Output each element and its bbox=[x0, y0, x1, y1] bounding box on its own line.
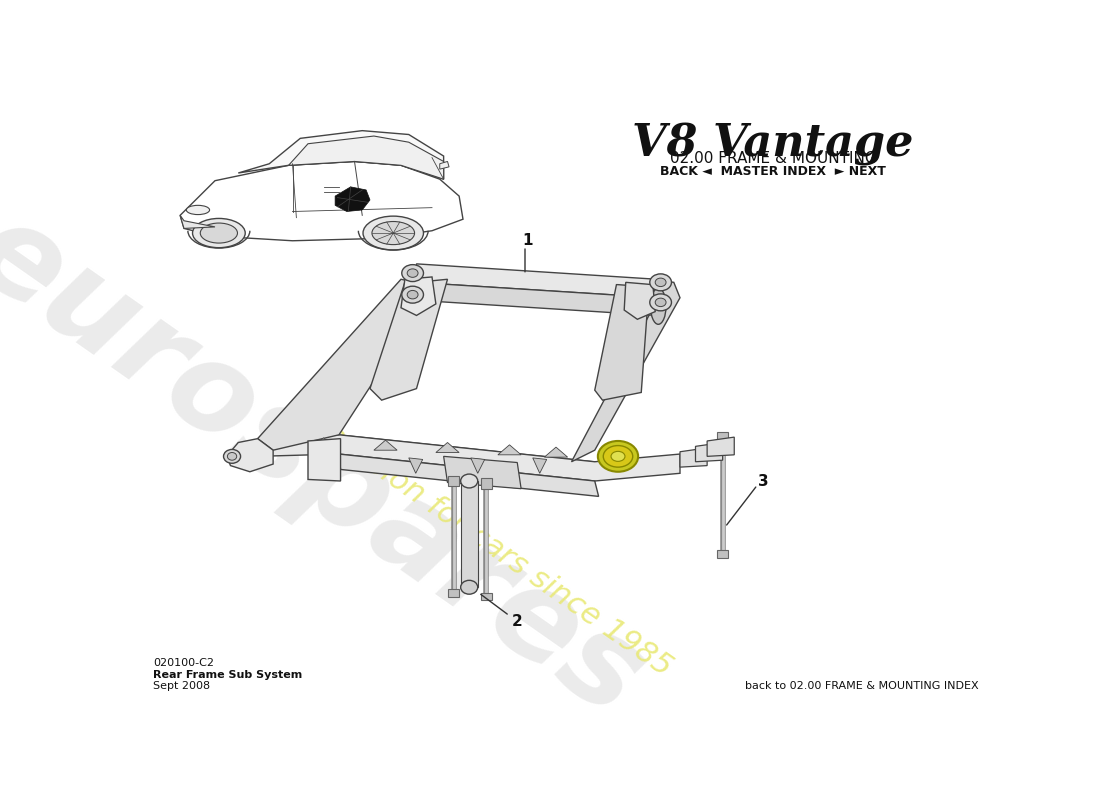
Polygon shape bbox=[414, 282, 658, 315]
Ellipse shape bbox=[223, 450, 241, 463]
Polygon shape bbox=[498, 445, 521, 455]
Ellipse shape bbox=[650, 288, 667, 324]
Polygon shape bbox=[680, 448, 707, 467]
Polygon shape bbox=[339, 435, 595, 481]
FancyBboxPatch shape bbox=[481, 478, 492, 489]
Text: 3: 3 bbox=[758, 474, 769, 489]
Text: a passion for cars since 1985: a passion for cars since 1985 bbox=[295, 402, 678, 682]
Polygon shape bbox=[239, 130, 443, 179]
Text: eurospares: eurospares bbox=[0, 190, 667, 742]
Polygon shape bbox=[440, 162, 449, 169]
Text: BACK ◄  MASTER INDEX  ► NEXT: BACK ◄ MASTER INDEX ► NEXT bbox=[660, 166, 886, 178]
Polygon shape bbox=[257, 279, 440, 450]
Polygon shape bbox=[308, 438, 341, 481]
FancyBboxPatch shape bbox=[449, 589, 459, 597]
Ellipse shape bbox=[610, 451, 625, 462]
FancyBboxPatch shape bbox=[717, 550, 728, 558]
Polygon shape bbox=[471, 458, 485, 474]
Polygon shape bbox=[402, 277, 436, 315]
Text: Rear Frame Sub System: Rear Frame Sub System bbox=[153, 670, 302, 680]
Text: 1: 1 bbox=[522, 234, 532, 248]
Ellipse shape bbox=[656, 298, 666, 306]
Polygon shape bbox=[436, 442, 459, 453]
Polygon shape bbox=[415, 264, 658, 298]
Ellipse shape bbox=[656, 278, 666, 286]
Ellipse shape bbox=[192, 218, 245, 248]
Ellipse shape bbox=[603, 446, 632, 467]
Polygon shape bbox=[532, 458, 547, 474]
Ellipse shape bbox=[363, 216, 424, 250]
Ellipse shape bbox=[186, 206, 210, 214]
Ellipse shape bbox=[650, 294, 671, 311]
Text: V8 Vantage: V8 Vantage bbox=[632, 123, 914, 166]
Polygon shape bbox=[180, 162, 463, 241]
Polygon shape bbox=[624, 282, 656, 319]
Polygon shape bbox=[695, 442, 723, 462]
Polygon shape bbox=[257, 435, 680, 481]
Text: 02.00 FRAME & MOUNTING: 02.00 FRAME & MOUNTING bbox=[670, 151, 877, 166]
FancyBboxPatch shape bbox=[449, 476, 459, 486]
Polygon shape bbox=[409, 458, 422, 474]
Polygon shape bbox=[595, 285, 649, 400]
Ellipse shape bbox=[461, 474, 477, 488]
Polygon shape bbox=[288, 136, 443, 179]
Ellipse shape bbox=[407, 273, 422, 309]
FancyBboxPatch shape bbox=[717, 432, 728, 442]
Text: back to 02.00 FRAME & MOUNTING INDEX: back to 02.00 FRAME & MOUNTING INDEX bbox=[745, 682, 978, 691]
FancyBboxPatch shape bbox=[481, 593, 492, 600]
Text: 020100-C2: 020100-C2 bbox=[153, 658, 214, 668]
Polygon shape bbox=[443, 456, 521, 489]
Polygon shape bbox=[572, 279, 680, 462]
Ellipse shape bbox=[407, 269, 418, 278]
Polygon shape bbox=[707, 437, 735, 456]
Polygon shape bbox=[180, 215, 214, 229]
Ellipse shape bbox=[461, 580, 477, 594]
Polygon shape bbox=[227, 438, 273, 472]
Text: 2: 2 bbox=[512, 614, 522, 629]
Polygon shape bbox=[336, 187, 370, 211]
Polygon shape bbox=[461, 481, 477, 587]
Polygon shape bbox=[544, 447, 568, 457]
Ellipse shape bbox=[650, 274, 671, 291]
Text: Sept 2008: Sept 2008 bbox=[153, 682, 210, 691]
Polygon shape bbox=[312, 438, 336, 448]
Polygon shape bbox=[370, 279, 448, 400]
Ellipse shape bbox=[372, 222, 415, 245]
Polygon shape bbox=[339, 454, 598, 496]
Ellipse shape bbox=[407, 290, 418, 299]
Polygon shape bbox=[374, 440, 397, 450]
Ellipse shape bbox=[598, 441, 638, 472]
Ellipse shape bbox=[402, 286, 424, 303]
Ellipse shape bbox=[228, 453, 236, 460]
Ellipse shape bbox=[200, 223, 238, 243]
Ellipse shape bbox=[402, 265, 424, 282]
